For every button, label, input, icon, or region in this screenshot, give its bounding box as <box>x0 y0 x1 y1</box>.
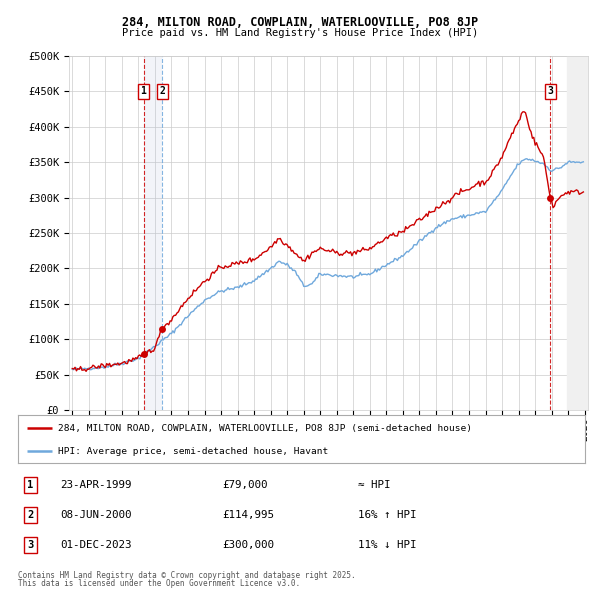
Text: 08-JUN-2000: 08-JUN-2000 <box>61 510 132 520</box>
Text: 3: 3 <box>28 540 34 550</box>
Text: 11% ↓ HPI: 11% ↓ HPI <box>358 540 416 550</box>
Text: This data is licensed under the Open Government Licence v3.0.: This data is licensed under the Open Gov… <box>18 579 300 588</box>
Bar <box>567 56 600 410</box>
Text: 2: 2 <box>28 510 34 520</box>
Text: 284, MILTON ROAD, COWPLAIN, WATERLOOVILLE, PO8 8JP (semi-detached house): 284, MILTON ROAD, COWPLAIN, WATERLOOVILL… <box>58 424 472 433</box>
Text: 01-DEC-2023: 01-DEC-2023 <box>61 540 132 550</box>
Text: 2: 2 <box>159 87 165 96</box>
Text: 16% ↑ HPI: 16% ↑ HPI <box>358 510 416 520</box>
Bar <box>143 56 162 410</box>
Text: £300,000: £300,000 <box>222 540 274 550</box>
Text: £79,000: £79,000 <box>222 480 268 490</box>
Text: 23-APR-1999: 23-APR-1999 <box>61 480 132 490</box>
Text: 1: 1 <box>28 480 34 490</box>
Text: £114,995: £114,995 <box>222 510 274 520</box>
Text: Contains HM Land Registry data © Crown copyright and database right 2025.: Contains HM Land Registry data © Crown c… <box>18 571 356 579</box>
Text: 284, MILTON ROAD, COWPLAIN, WATERLOOVILLE, PO8 8JP: 284, MILTON ROAD, COWPLAIN, WATERLOOVILL… <box>122 16 478 29</box>
Bar <box>567 56 600 410</box>
Text: 1: 1 <box>140 87 146 96</box>
Text: HPI: Average price, semi-detached house, Havant: HPI: Average price, semi-detached house,… <box>58 447 328 455</box>
Text: 3: 3 <box>547 87 553 96</box>
Text: Price paid vs. HM Land Registry's House Price Index (HPI): Price paid vs. HM Land Registry's House … <box>122 28 478 38</box>
Text: ≈ HPI: ≈ HPI <box>358 480 391 490</box>
